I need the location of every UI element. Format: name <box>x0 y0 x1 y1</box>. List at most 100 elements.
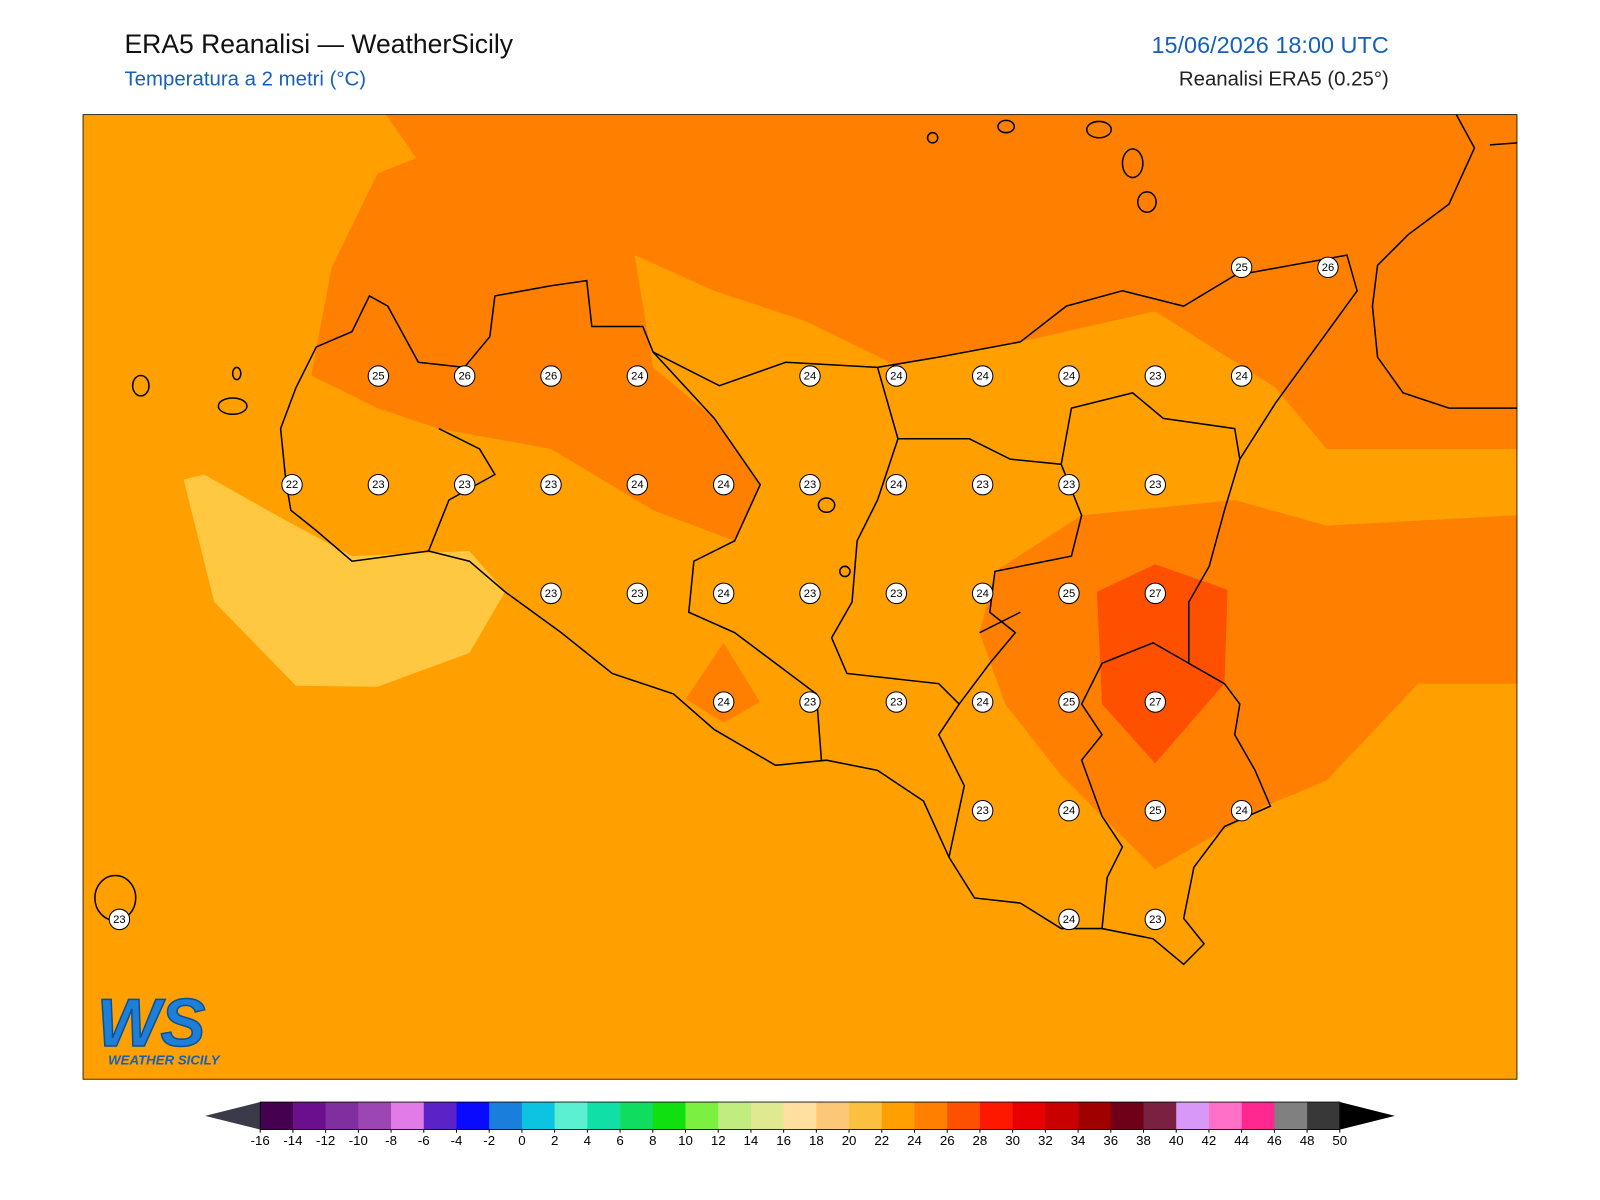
grid-point: 24 <box>885 365 908 387</box>
colorbar-label: -6 <box>418 1133 430 1148</box>
title: ERA5 Reanalisi — WeatherSicily <box>124 29 513 59</box>
grid-point: 24 <box>712 582 735 605</box>
point-value: 24 <box>976 697 988 709</box>
grid-point: 23 <box>799 582 821 605</box>
point-marker <box>1144 691 1167 713</box>
point-value: 23 <box>458 479 470 491</box>
grid-point: 23 <box>367 473 390 496</box>
grid-point: 23 <box>971 800 994 822</box>
colorbar-bin <box>750 1102 784 1130</box>
colorbar-label: -4 <box>451 1133 463 1148</box>
colorbar-bin <box>1012 1102 1046 1130</box>
zone <box>1096 564 1228 764</box>
grid-point: 23 <box>1144 473 1167 496</box>
point-marker <box>540 365 562 387</box>
point-marker <box>971 365 994 387</box>
colorbar-label: 40 <box>1169 1133 1184 1148</box>
colorbar-label: -12 <box>316 1133 335 1148</box>
point-marker <box>1058 800 1080 822</box>
point-value: 24 <box>890 371 902 383</box>
colorbar-label: 46 <box>1267 1133 1282 1148</box>
colorbar-bin <box>391 1102 425 1130</box>
grid-point: 24 <box>971 365 994 387</box>
point-value: 25 <box>1235 262 1247 274</box>
grid-point: 23 <box>1058 473 1080 496</box>
point-marker <box>108 908 131 931</box>
point-value: 26 <box>458 371 470 383</box>
colorbar-bin <box>1078 1102 1112 1130</box>
colorbar-bin <box>947 1102 981 1130</box>
point-value: 23 <box>890 697 902 709</box>
point-value: 23 <box>1063 479 1075 491</box>
grid-point: 26 <box>1317 256 1339 279</box>
point-marker <box>1144 800 1167 822</box>
point-marker <box>712 473 735 496</box>
point-marker <box>367 365 390 387</box>
grid-point: 23 <box>885 582 908 605</box>
point-value: 24 <box>631 479 643 491</box>
point-value: 24 <box>890 479 902 491</box>
map: WS WEATHER SICILY 25 26 25 26 26 24 24 24 24 24 23… <box>82 114 1518 1080</box>
colorbar-bin <box>489 1102 523 1130</box>
point-value: 23 <box>976 805 988 817</box>
point-value: 25 <box>1149 805 1161 817</box>
grid-point: 23 <box>971 473 994 496</box>
colorbar-bin <box>849 1102 883 1130</box>
colorbar-bin <box>554 1102 588 1130</box>
grid-point: 23 <box>453 473 476 496</box>
logo-mark: WS <box>97 986 206 1061</box>
point-value: 25 <box>1063 697 1075 709</box>
point-value: 23 <box>545 588 557 600</box>
grid-point: 23 <box>1144 365 1167 387</box>
colorbar-label: 24 <box>907 1133 922 1148</box>
point-value: 24 <box>717 588 729 600</box>
zone <box>685 642 761 723</box>
grid-point: 26 <box>453 365 476 387</box>
point-marker <box>1144 908 1167 931</box>
point-marker <box>453 365 476 387</box>
point-marker <box>1144 473 1167 496</box>
point-value: 26 <box>545 371 557 383</box>
point-marker <box>1058 691 1080 713</box>
colorbar-bin <box>423 1102 457 1130</box>
point-marker <box>1230 256 1253 279</box>
point-marker <box>712 691 735 713</box>
point-marker <box>1317 256 1339 279</box>
colorbar-bin <box>456 1102 490 1130</box>
grid-point: 24 <box>799 365 821 387</box>
colorbar-bin <box>1241 1102 1275 1130</box>
colorbar-bin <box>1307 1102 1341 1130</box>
colorbar-label: 26 <box>940 1133 955 1148</box>
colorbar-label: 50 <box>1332 1133 1347 1148</box>
grid-point: 24 <box>626 365 649 387</box>
grid-point: 25 <box>1144 800 1167 822</box>
point-marker <box>1144 365 1167 387</box>
point-marker <box>971 582 994 605</box>
colorbar-label: 8 <box>649 1133 656 1148</box>
point-marker <box>1058 908 1080 931</box>
colorbar-bin <box>1176 1102 1210 1130</box>
point-value: 26 <box>1322 262 1334 274</box>
point-marker <box>1058 473 1080 496</box>
point-marker <box>540 473 562 496</box>
point-value: 25 <box>1063 588 1075 600</box>
point-marker <box>885 582 908 605</box>
point-value: 24 <box>1063 805 1075 817</box>
colorbar-label: 32 <box>1038 1133 1053 1148</box>
point-marker <box>1058 582 1080 605</box>
point-value: 24 <box>1235 805 1247 817</box>
point-marker <box>626 582 649 605</box>
point-value: 22 <box>286 479 298 491</box>
colorbar-label: 0 <box>518 1133 525 1148</box>
colorbar-bin <box>1143 1102 1177 1130</box>
colorbar-label: 14 <box>744 1133 759 1148</box>
grid-point: 23 <box>540 582 562 605</box>
colorbar-bin <box>1110 1102 1144 1130</box>
point-value: 24 <box>631 371 643 383</box>
colorbar-bin <box>979 1102 1013 1130</box>
grid-point: 25 <box>1058 582 1080 605</box>
grid-point: 23 <box>1144 908 1167 931</box>
subtitle: Temperatura a 2 metri (°C) <box>124 69 366 91</box>
grid-point: 25 <box>367 365 390 387</box>
point-marker <box>1058 365 1080 387</box>
